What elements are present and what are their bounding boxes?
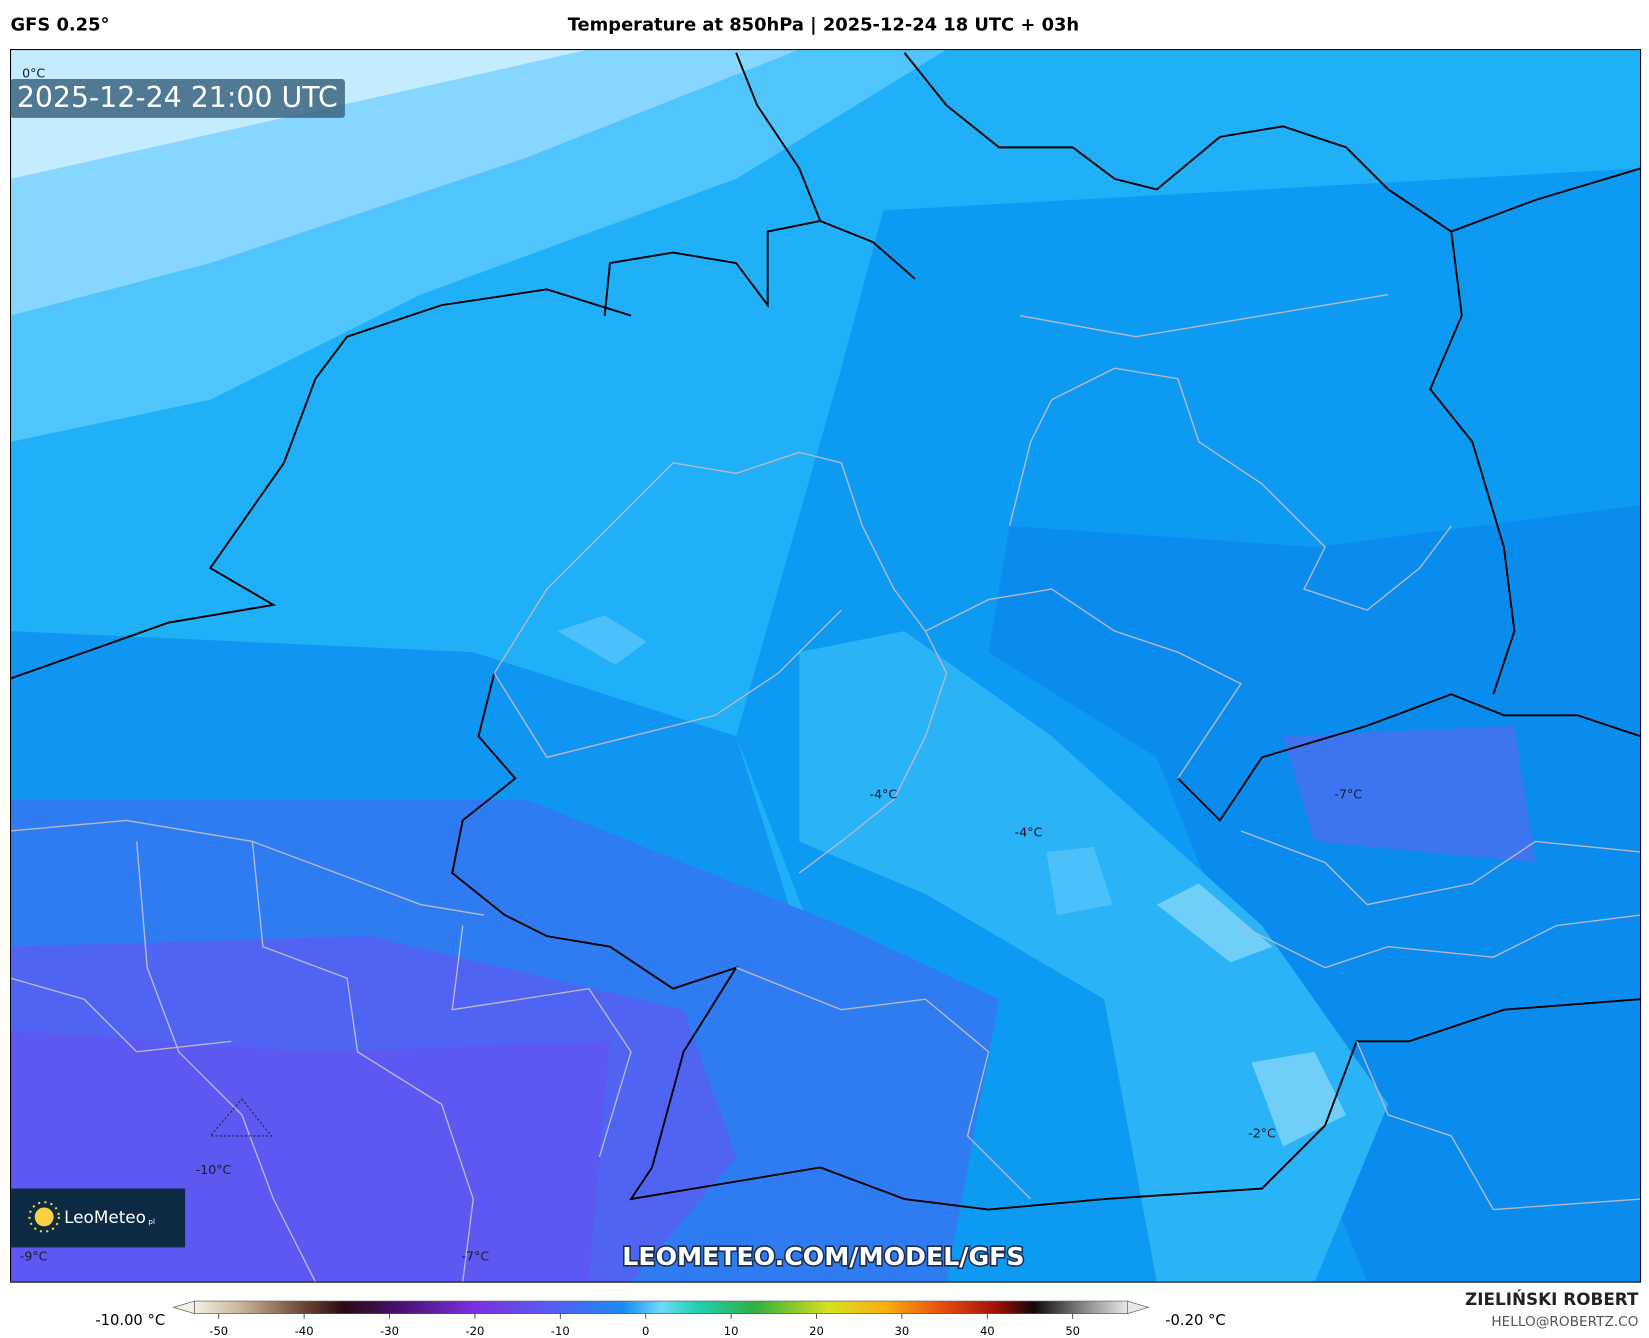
colorbar-end [172, 1300, 195, 1315]
colorbar-tick-label: -40 [295, 1324, 314, 1338]
contour-label: -4°C [870, 787, 898, 802]
colorbar-tick-label: 30 [895, 1324, 910, 1338]
contour-label: -4°C [1015, 825, 1043, 840]
colorbar-tick-label: 20 [809, 1324, 824, 1338]
contour-labels: 0°C -4°C -4°C -7°C -2°C -10°C -9°C -7°C [20, 65, 1362, 1263]
field [557, 615, 647, 665]
colorbar-tick-label: 40 [980, 1324, 995, 1338]
map-frame [9, 49, 1642, 1283]
colorbar-tick-label: 50 [1065, 1324, 1080, 1338]
contour-label: -7°C [462, 1248, 490, 1263]
colorbar-tick-label: -50 [209, 1324, 228, 1338]
logo-sun [34, 1207, 54, 1227]
author: ZIELIŃSKI ROBERT [1465, 1288, 1639, 1309]
colorbar-tick-label: -20 [465, 1324, 484, 1338]
border-line [10, 819, 1641, 1283]
map [10, 49, 1641, 1283]
field [1046, 846, 1113, 916]
contour-label: -10°C [196, 1162, 232, 1177]
model-name: GFS 0.25° [11, 14, 110, 35]
range-max: -0.20 °C [1165, 1312, 1225, 1329]
map-title: Temperature at 850hPa | 2025-12-24 18 UT… [568, 14, 1079, 35]
logo-text: LeoMeteo [64, 1207, 146, 1227]
logo-rays [28, 1201, 60, 1233]
border-line [1177, 231, 1641, 822]
contour-label: -7°C [1334, 787, 1362, 802]
watermark: LEOMETEO.COM/MODEL/GFS [622, 1242, 1024, 1271]
colorbar-tick-label: 10 [724, 1324, 739, 1338]
field [799, 631, 1389, 1283]
range-min: -10.00 °C [95, 1312, 165, 1329]
field [1156, 883, 1273, 963]
coastline [10, 52, 1641, 680]
field [988, 504, 1641, 1283]
contour-label: -2°C [1248, 1125, 1276, 1140]
contour-label: 0°C [22, 65, 45, 80]
logo-suffix: pl [148, 1217, 155, 1226]
colorbar [194, 1300, 1128, 1314]
field [1251, 1051, 1347, 1147]
colorbar-tick-label: 0 [642, 1324, 649, 1338]
time-box [10, 79, 345, 118]
contour-label: -9°C [20, 1248, 48, 1263]
contour [209, 1098, 273, 1137]
field [1283, 725, 1536, 863]
colorbar-tick-label: -10 [551, 1324, 570, 1338]
valid-time: 2025-12-24 21:00 UTC [17, 81, 338, 114]
colorbar-tick-label: -30 [380, 1324, 399, 1338]
colorbar-end [1127, 1300, 1150, 1315]
email: HELLO@ROBERTZ.CO [1491, 1314, 1638, 1330]
border-line [493, 293, 1452, 874]
border-line [451, 672, 1641, 1211]
